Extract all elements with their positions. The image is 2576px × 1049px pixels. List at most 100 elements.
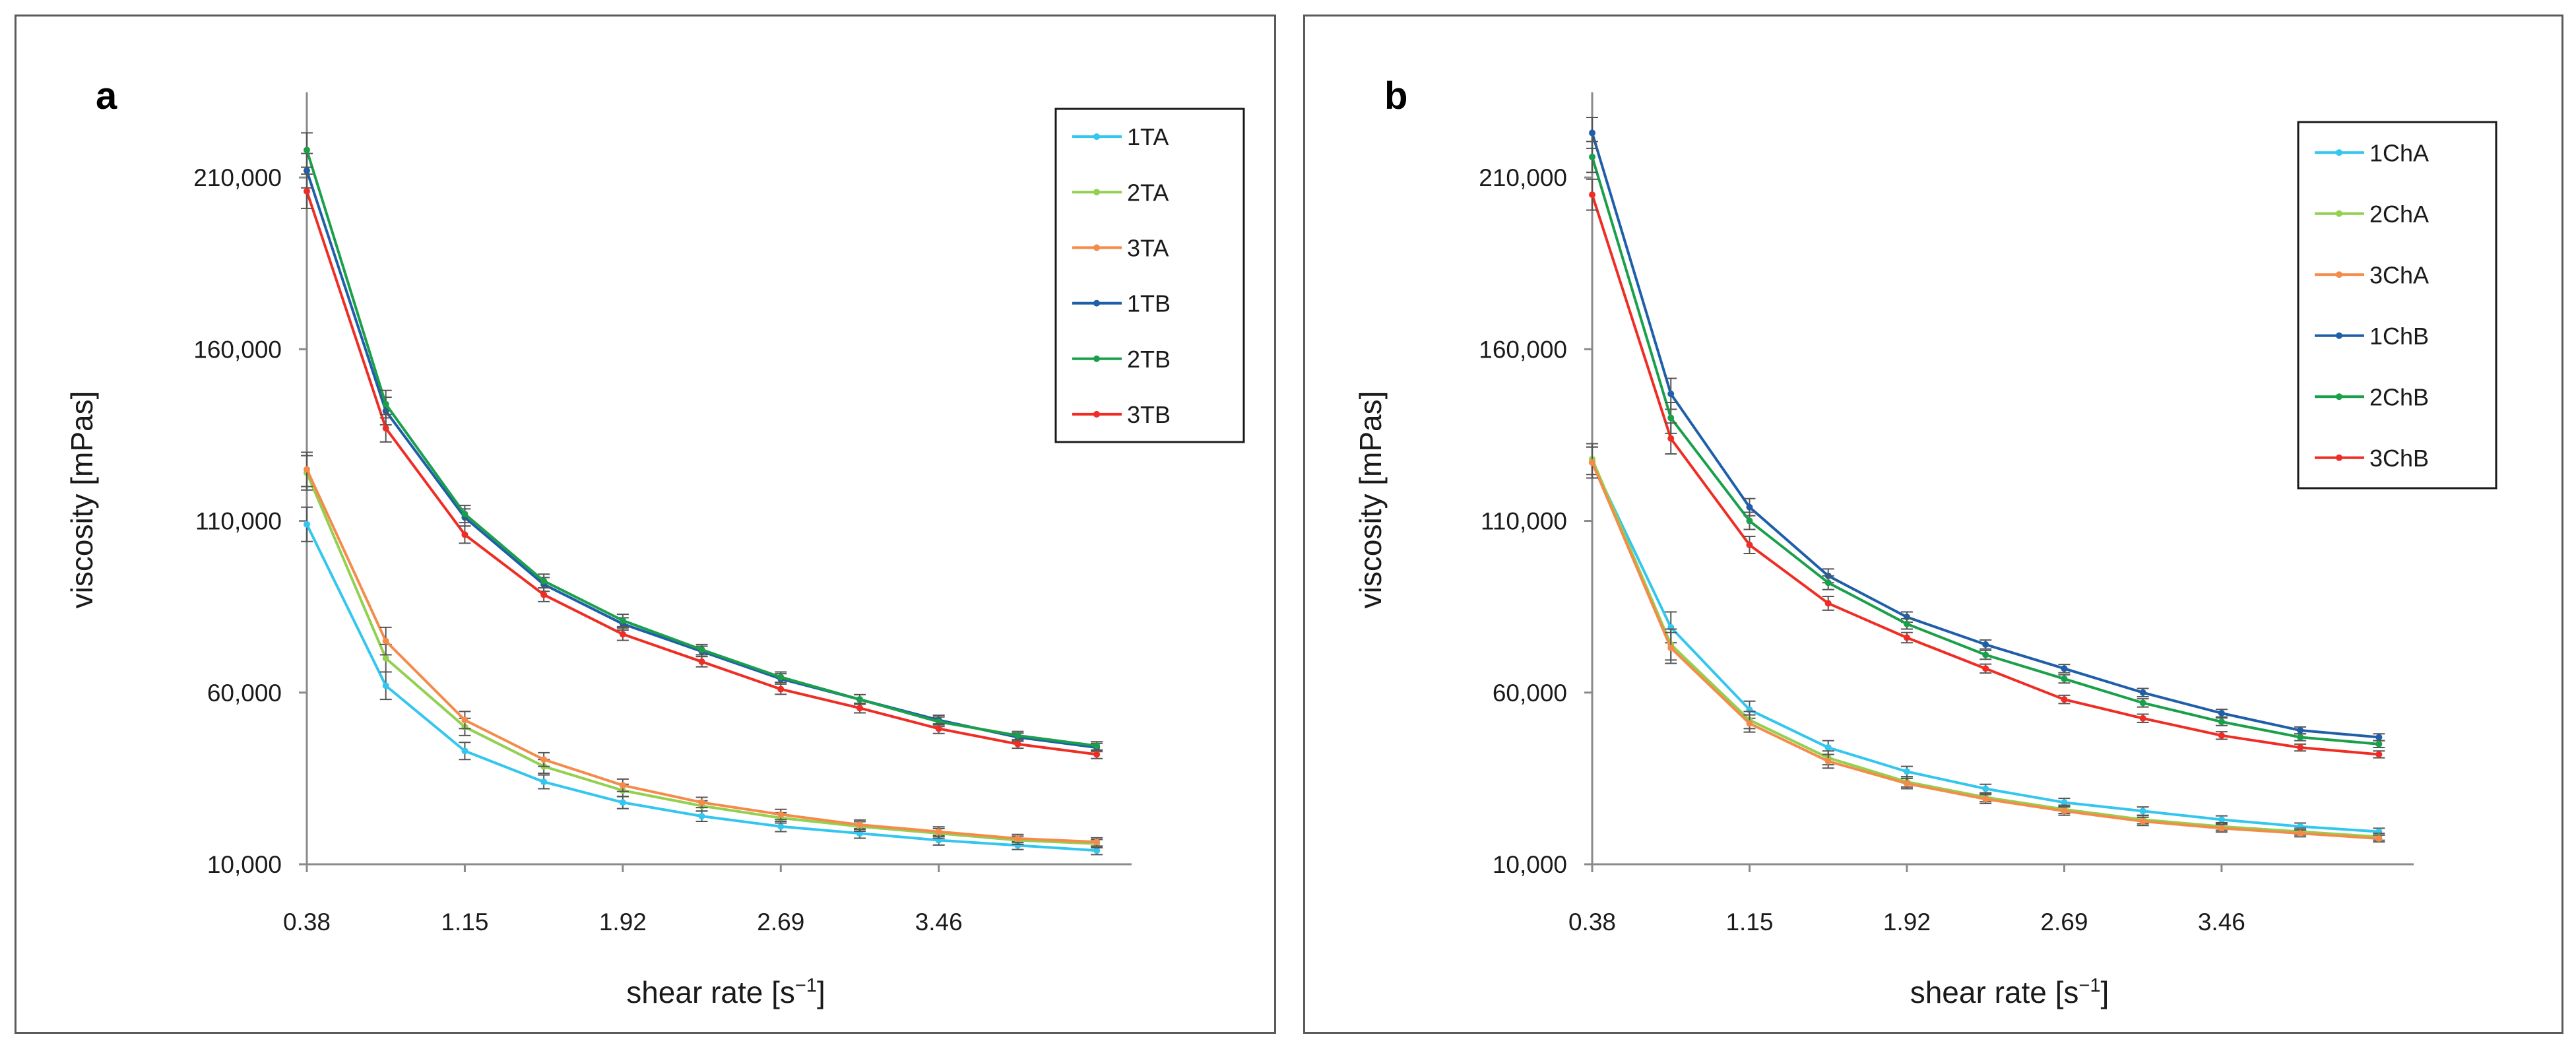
data-point-3TB bbox=[856, 705, 863, 712]
data-point-3TA bbox=[856, 821, 863, 829]
data-point-3TB bbox=[382, 425, 389, 432]
data-point-1ChB bbox=[1982, 641, 1989, 648]
legend-label: 2TB bbox=[1127, 346, 1171, 373]
legend-marker bbox=[2336, 332, 2342, 339]
data-point-1TA bbox=[1093, 847, 1101, 854]
data-point-3ChB bbox=[2061, 696, 2068, 703]
data-point-2ChB bbox=[1982, 651, 1989, 658]
data-point-1ChA bbox=[1824, 744, 1832, 751]
x-tick-label: 3.46 bbox=[915, 908, 963, 936]
data-point-1ChB bbox=[2061, 665, 2068, 672]
x-tick-label: 2.69 bbox=[757, 908, 804, 936]
legend-label: 2ChB bbox=[2369, 383, 2429, 410]
y-tick-label: 60,000 bbox=[207, 680, 282, 707]
data-point-2ChB bbox=[1824, 579, 1832, 587]
y-tick-label: 160,000 bbox=[1479, 336, 1567, 363]
data-point-3ChB bbox=[1903, 634, 1910, 641]
data-point-1ChA bbox=[1982, 785, 1989, 792]
data-point-3ChB bbox=[2218, 732, 2225, 739]
x-tick-label: 2.69 bbox=[2040, 908, 2088, 936]
chart-svg-b: b 10,000 60,000 110,000 160,000 210,000 0.38 1.… bbox=[1353, 75, 2497, 1009]
legend-label: 1TA bbox=[1127, 123, 1169, 150]
data-point-1TA bbox=[461, 747, 468, 755]
data-point-2TA bbox=[382, 654, 389, 662]
x-tick-label: 3.46 bbox=[2198, 908, 2245, 936]
data-point-3ChB bbox=[1982, 665, 1989, 672]
y-tick-label: 210,000 bbox=[1479, 164, 1567, 191]
legend-label: 1ChB bbox=[2369, 323, 2429, 350]
chart-panel-a: a 10,000 60,000 110,000 160,000 210,000 0.38 1.… bbox=[15, 15, 1276, 1034]
data-point-1ChB bbox=[2297, 727, 2304, 734]
data-point-3TB bbox=[461, 531, 468, 538]
data-point-3TB bbox=[304, 187, 310, 195]
y-tick-label: 10,000 bbox=[207, 851, 282, 878]
data-point-3ChA bbox=[2061, 808, 2068, 815]
data-point-1ChB bbox=[1667, 390, 1675, 397]
data-point-2ChB bbox=[1589, 153, 1595, 160]
data-point-1ChB bbox=[1589, 129, 1595, 137]
data-point-3TA bbox=[619, 782, 626, 789]
legend-label: 3ChA bbox=[2369, 261, 2429, 288]
legend-label: 3TB bbox=[1127, 401, 1171, 428]
data-point-2TB bbox=[619, 617, 626, 624]
chart-panel-b: b 10,000 60,000 110,000 160,000 210,000 0.38 1.… bbox=[1303, 15, 2563, 1034]
x-tick-label: 1.92 bbox=[1883, 908, 1931, 936]
data-point-3ChA bbox=[2297, 830, 2304, 837]
data-point-3ChB bbox=[2375, 751, 2383, 758]
data-point-3ChB bbox=[2297, 744, 2304, 751]
data-point-1TB bbox=[304, 167, 310, 174]
data-point-1ChB bbox=[1746, 503, 1753, 511]
legend-marker bbox=[2336, 271, 2342, 278]
data-point-2ChB bbox=[2139, 699, 2146, 707]
legend-marker bbox=[1093, 244, 1100, 251]
data-point-3TA bbox=[935, 828, 942, 835]
data-point-1ChA bbox=[2218, 816, 2225, 823]
x-axis-title: shear rate [s−1] bbox=[1910, 975, 2109, 1009]
data-point-3TB bbox=[619, 631, 626, 638]
data-point-2TB bbox=[382, 400, 389, 408]
data-point-3TA bbox=[698, 799, 705, 806]
data-point-1TA bbox=[304, 521, 310, 528]
y-tick-label: 110,000 bbox=[195, 508, 282, 535]
legend-marker bbox=[1093, 410, 1100, 418]
legend-marker bbox=[2336, 454, 2342, 461]
data-point-3ChB bbox=[1667, 435, 1675, 442]
data-point-1ChB bbox=[2375, 734, 2383, 741]
data-point-3ChA bbox=[1824, 757, 1832, 765]
legend-marker bbox=[2336, 210, 2342, 217]
legend-label: 3ChB bbox=[2369, 445, 2429, 472]
y-tick-label: 160,000 bbox=[193, 336, 282, 363]
data-point-1ChA bbox=[2139, 808, 2146, 815]
legend-box bbox=[1054, 108, 1245, 443]
x-tick-label: 1.15 bbox=[1725, 908, 1773, 936]
y-axis-title: viscosity [mPas] bbox=[1353, 391, 1388, 609]
data-point-3ChB bbox=[1746, 541, 1753, 548]
data-point-3ChA bbox=[2375, 835, 2383, 842]
data-point-3TB bbox=[935, 725, 942, 732]
legend-marker bbox=[1093, 355, 1100, 362]
data-point-3ChA bbox=[1746, 720, 1753, 727]
data-point-1ChA bbox=[2061, 799, 2068, 806]
data-point-3TA bbox=[461, 716, 468, 724]
legend-label: 2TA bbox=[1127, 179, 1169, 206]
data-point-2ChB bbox=[2297, 734, 2304, 741]
data-point-3TA bbox=[304, 466, 310, 473]
data-point-3ChA bbox=[2218, 825, 2225, 832]
data-point-1TA bbox=[698, 813, 705, 820]
legend-label: 3TA bbox=[1127, 234, 1169, 261]
data-point-3TA bbox=[382, 637, 389, 645]
data-point-2TB bbox=[540, 577, 548, 585]
data-point-2TB bbox=[461, 511, 468, 518]
data-point-2TB bbox=[304, 146, 310, 154]
data-point-1ChB bbox=[2139, 689, 2146, 696]
y-tick-label: 210,000 bbox=[193, 164, 282, 191]
data-point-1TA bbox=[540, 779, 548, 786]
panel-label-a: a bbox=[96, 75, 117, 117]
x-tick-label: 0.38 bbox=[283, 908, 331, 936]
x-axis-title: shear rate [s−1] bbox=[626, 975, 825, 1009]
data-point-2ChB bbox=[1746, 517, 1753, 524]
data-point-3ChB bbox=[1824, 600, 1832, 607]
data-point-2ChB bbox=[2218, 718, 2225, 726]
legend-marker bbox=[1093, 189, 1100, 196]
legend-label: 2ChA bbox=[2369, 201, 2429, 228]
